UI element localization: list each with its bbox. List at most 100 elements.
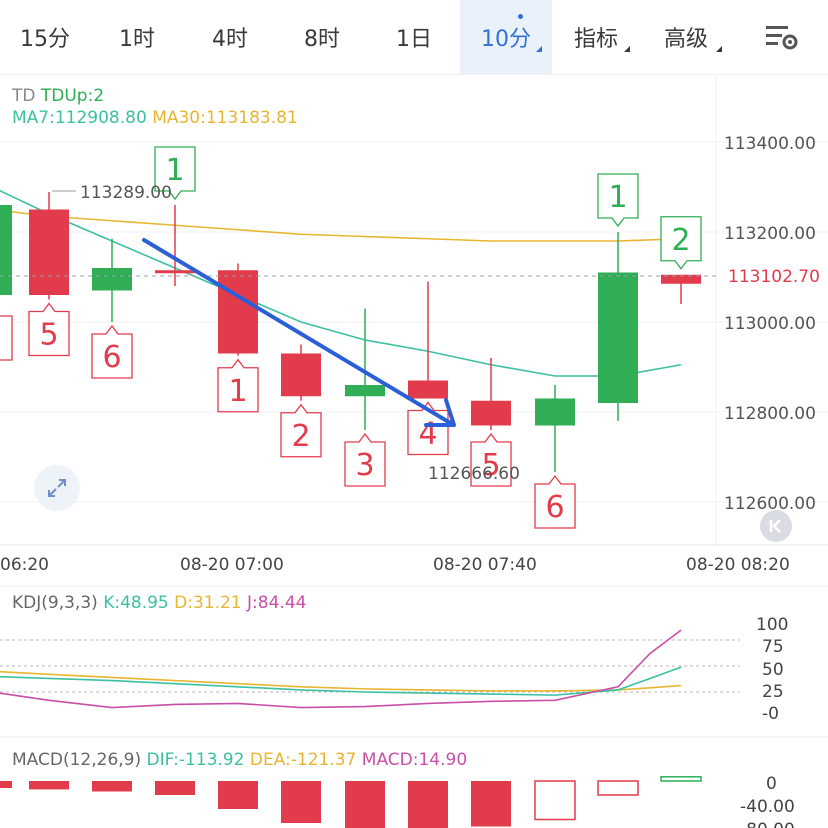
tab-15min[interactable]: 15分 (20, 27, 70, 52)
td-sequential-labels: 4 5 6 1 1 2 3 4 5 6 1 2 (0, 146, 702, 529)
price-tick: 113200.00 (724, 224, 816, 244)
td-label-box (660, 216, 702, 270)
td-count-label: 6 (534, 474, 576, 529)
tab-1h[interactable]: 1时 (119, 27, 155, 52)
kdj-legend: KDJ(9,3,3) K:48.95 D:31.21 J:84.44 (12, 593, 306, 613)
macd-bar (0, 781, 12, 788)
macd-tick: -40.00 (740, 797, 795, 817)
macd-bar (597, 780, 639, 796)
macd-bar (345, 781, 385, 828)
current-price-label: 113102.70 (728, 267, 820, 287)
price-tick: 113000.00 (724, 314, 816, 334)
chart-settings-icon[interactable] (764, 22, 800, 52)
moving-averages (0, 189, 682, 377)
tab-4h[interactable]: 4时 (212, 27, 248, 52)
td-count-label: 2 (660, 216, 702, 270)
td-label-number: 5 (481, 448, 500, 483)
candle-body (598, 272, 638, 403)
td-label-number: 6 (545, 490, 564, 525)
td-count-label: 5 (28, 302, 70, 357)
high-price-marker: 113289.00 (80, 183, 172, 203)
kdj-k-value: K:48.95 (103, 593, 169, 613)
td-count-label: 1 (597, 173, 639, 228)
kdj-j-line (0, 629, 682, 709)
macd-tick: -80.00 (740, 820, 795, 828)
price-tick: 113400.00 (724, 134, 816, 154)
td-label-box (0, 315, 13, 361)
dropdown-triangle-icon (536, 46, 542, 52)
td-label-number: 6 (102, 340, 121, 375)
kdj-k-line (0, 666, 682, 696)
macd-bar (218, 781, 258, 809)
td-label-box (534, 474, 576, 529)
td-label-number: 5 (39, 318, 58, 353)
candle-body (281, 353, 321, 397)
macd-bar (660, 776, 702, 782)
td-label-box (470, 432, 512, 487)
jump-to-end-icon (769, 519, 781, 533)
td-label-box (597, 173, 639, 228)
kdj-tick: 25 (762, 682, 784, 702)
macd-bar (408, 781, 448, 828)
tab-advanced[interactable]: 高级 (640, 0, 732, 74)
tab-8h[interactable]: 8时 (304, 27, 340, 52)
macd-tick: 0 (766, 774, 777, 794)
price-tick: 112600.00 (724, 494, 816, 514)
price-tick: 112800.00 (724, 404, 816, 424)
candle-body (661, 274, 701, 284)
candle-body (155, 270, 195, 274)
td-label-number: 4 (0, 322, 2, 357)
td-count-label: 6 (91, 324, 133, 379)
tab-indicators[interactable]: 指标 (552, 0, 640, 74)
price-grid (0, 74, 828, 545)
kdj-d-line (0, 670, 682, 692)
time-tick: 08-20 08:20 (686, 555, 790, 575)
candle-body (345, 385, 385, 397)
macd-histogram (0, 776, 702, 828)
td-count-label: 2 (280, 403, 322, 458)
kdj-lines (0, 629, 682, 709)
ma7-line (0, 189, 682, 377)
kdj-d-value: D:31.21 (174, 593, 242, 613)
fullscreen-expand-button[interactable] (34, 465, 80, 511)
td-count-label: 5 (470, 432, 512, 487)
tab-divider (0, 74, 828, 75)
candle-body (535, 398, 575, 426)
macd-legend: MACD(12,26,9) DIF:-113.92 DEA:-121.37 MA… (12, 750, 467, 770)
td-label-number: 4 (418, 417, 437, 452)
td-label-box (91, 324, 133, 379)
macd-bar (92, 781, 132, 792)
td-label-box (344, 432, 386, 487)
macd-bar (281, 781, 321, 823)
ma7-value: MA7:112908.80 (12, 108, 147, 128)
td-label-box (280, 403, 322, 458)
macd-hist-value: MACD:14.90 (361, 750, 468, 770)
expand-arrows-icon (48, 479, 66, 497)
td-count-label: 3 (344, 432, 386, 487)
td-indicator-name: TD (12, 86, 36, 106)
ma30-line (0, 209, 682, 242)
time-tick: 08-20 07:00 (180, 555, 284, 575)
td-label-box (217, 358, 259, 413)
kdj-grid (0, 639, 740, 693)
td-count-label: 1 (154, 146, 196, 201)
td-label-box (28, 302, 70, 357)
ma-legend: MA7:112908.80 MA30:113183.81 (12, 108, 298, 128)
trend-arrow (142, 238, 456, 427)
td-label-number: 2 (291, 419, 310, 454)
kdj-tick: 75 (762, 637, 784, 657)
time-tick: 08-20 07:40 (433, 555, 537, 575)
td-count-label: 4 (0, 315, 13, 361)
tab-1d[interactable]: 1日 (396, 27, 432, 52)
scroll-to-latest-button[interactable] (760, 510, 792, 542)
active-dot-icon (518, 14, 523, 19)
kdj-tick: -0 (762, 704, 779, 724)
tab-10min[interactable]: 10分 (460, 0, 552, 74)
td-label-number: 2 (671, 223, 690, 258)
td-label-number: 3 (355, 448, 374, 483)
td-label-number: 1 (228, 374, 247, 409)
kdj-tick: 100 (756, 615, 788, 635)
kdj-tick: 50 (762, 660, 784, 680)
macd-name: MACD(12,26,9) (12, 750, 142, 770)
